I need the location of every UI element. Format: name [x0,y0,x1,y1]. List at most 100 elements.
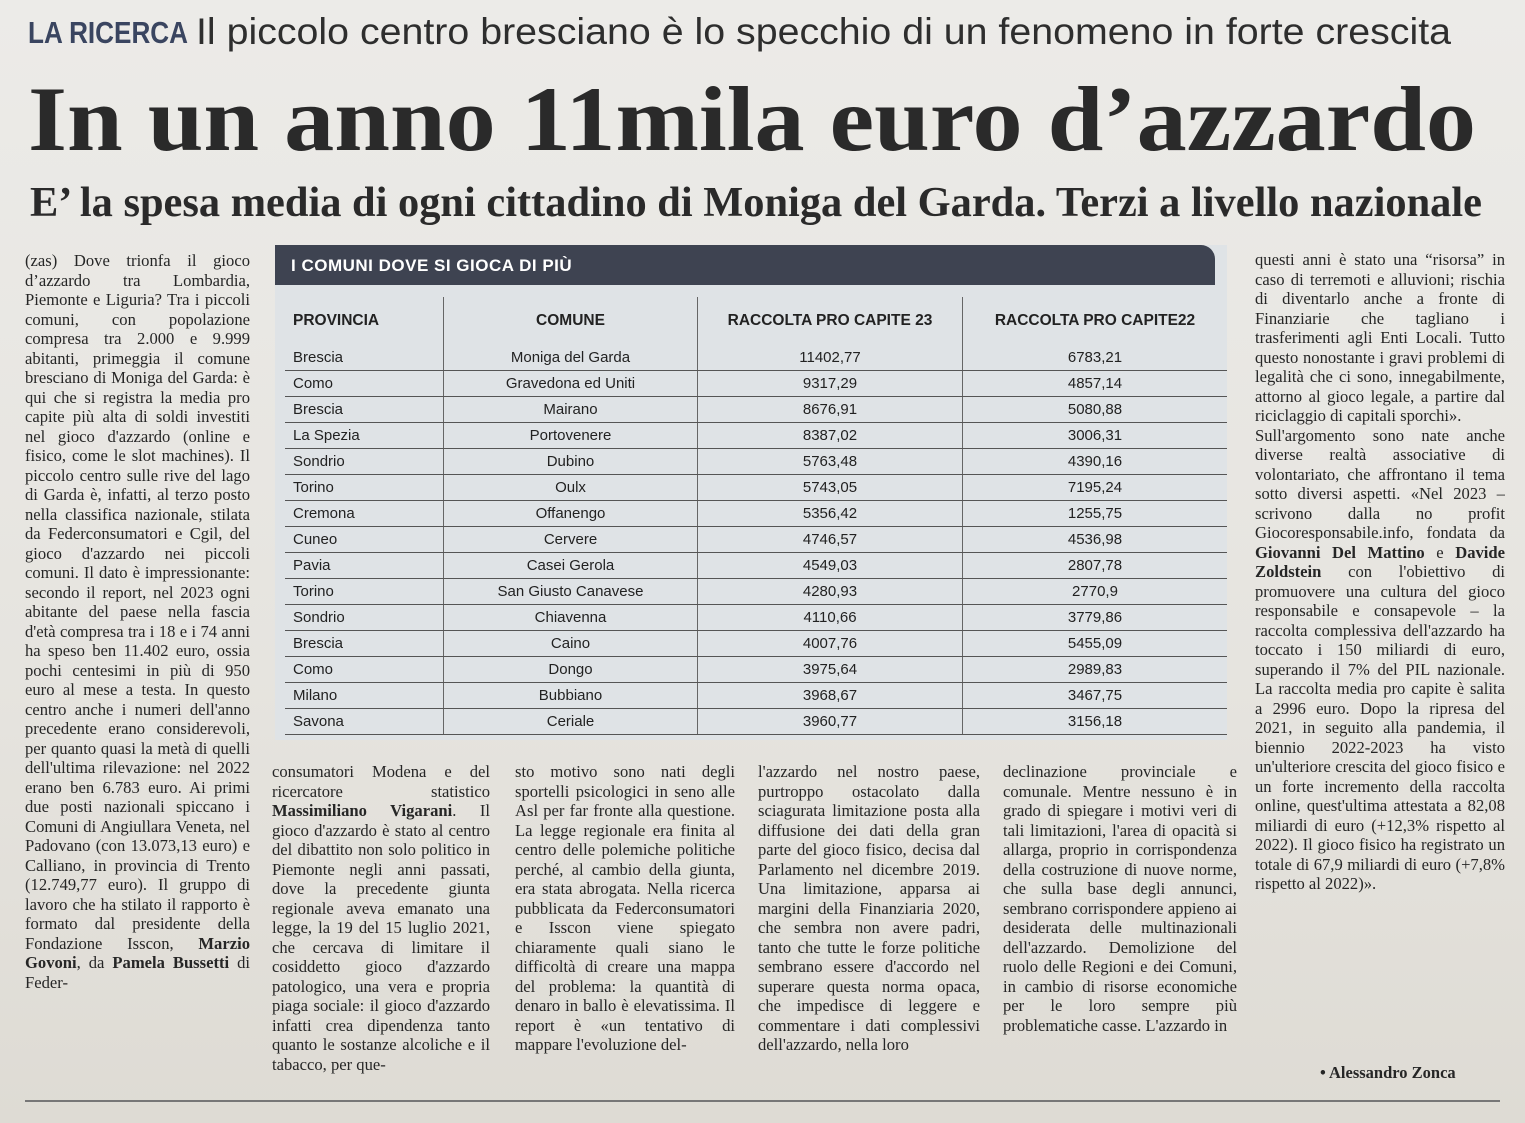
column-header: RACCOLTA PRO CAPITE 23 [697,297,963,345]
paragraph: declinazione provinciale e comunale. Men… [1003,762,1237,1035]
text-run: l'azzardo nel nostro paese, purtroppo os… [758,762,980,1054]
table-row: Savona Ceriale 3960,77 3156,18 [285,708,1227,735]
name-run: Giovanni Del Mattino [1255,542,1425,562]
table-cell: Gravedona ed Uniti [443,370,698,397]
table-row: Brescia Caino 4007,76 5455,09 [285,630,1227,657]
column-header: RACCOLTA PRO CAPITE22 [994,312,1196,329]
table-cell: Dongo [443,656,698,683]
text-run: questi anni è stato una “risorsa” in cas… [1255,250,1505,425]
table-cell: Como [285,656,444,683]
headline-block: LA RICERCA Il piccolo centro bresciano è… [28,11,1482,226]
table-cell: 3968,67 [697,682,963,709]
kicker: LA RICERCA [28,15,188,50]
table-row: Como Gravedona ed Uniti 9317,29 4857,14 [285,370,1227,397]
table-row: Brescia Moniga del Garda 11402,77 6783,21 [285,345,1227,371]
table-row: La Spezia Portovenere 8387,02 3006,31 [285,422,1227,449]
table-cell: 8676,91 [697,396,963,423]
paragraph: (zas) Dove trionfa il gioco d’azzardo tr… [25,251,250,992]
table-cell: 1255,75 [962,500,1227,527]
table-cell: 4390,16 [962,448,1227,475]
text-column: consumatori Modena e del ricercatore sta… [272,762,490,1078]
table-cell: 3006,31 [962,422,1227,449]
paragraph: l'azzardo nel nostro paese, purtroppo os… [758,762,980,1055]
paragraph: sto motivo sono nati degli sportelli psi… [515,762,735,1055]
name-run: Pamela Bussetti [112,953,230,972]
table-cell: Portovenere [443,422,698,449]
table-row: Torino San Giusto Canavese 4280,93 2770,9 [285,578,1227,605]
paragraph: questi anni è stato una “risorsa” in cas… [1255,250,1505,426]
table-row: Sondrio Chiavenna 4110,66 3779,86 [285,604,1227,631]
paragraph: consumatori Modena e del ricercatore sta… [272,762,490,1074]
table-cell: 2770,9 [962,578,1227,605]
table-cell: Oulx [443,474,698,501]
table-cell: 3975,64 [697,656,963,683]
text-run: declinazione provinciale e comunale. Men… [1003,762,1237,1035]
text-column: declinazione provinciale e comunale. Men… [1003,762,1237,1078]
table-cell: Cuneo [285,526,444,553]
table-cell: Offanengo [443,500,698,527]
table-cell: Pavia [285,552,444,579]
table-cell: Cervere [443,526,698,553]
bottom-rule [25,1100,1500,1102]
table-cell: 6783,21 [962,345,1227,371]
table-cell: Como [285,370,444,397]
table-row: Cuneo Cervere 4746,57 4536,98 [285,526,1227,553]
table-cell: Mairano [443,396,698,423]
table-cell: 5743,05 [697,474,963,501]
table-cell: Moniga del Garda [443,345,698,371]
table-cell: 4857,14 [962,370,1227,397]
table-cell: 3156,18 [962,708,1227,735]
table-cell: 5763,48 [697,448,963,475]
text-run: . Il gioco d'azzardo è stato al centro d… [272,801,490,1074]
text-column: sto motivo sono nati degli sportelli psi… [515,762,735,1078]
table-cell: Brescia [285,345,444,371]
table-cell: 4280,93 [697,578,963,605]
signature: • Alessandro Zonca [1320,1063,1456,1082]
table-cell: Caino [443,630,698,657]
text-run: , da [76,953,113,972]
text-run: (zas) Dove trionfa il gioco d’azzardo tr… [25,251,250,953]
table-cell: 5455,09 [962,630,1227,657]
text-column: questi anni è stato una “risorsa” in cas… [1255,250,1505,1062]
table-cell: 3467,75 [962,682,1227,709]
table-cell: 3779,86 [962,604,1227,631]
table-cell: Chiavenna [443,604,698,631]
table-cell: 8387,02 [697,422,963,449]
text-run: di Feder- [25,953,250,992]
title: In un anno 11mila euro d’azzardo [28,68,1476,170]
table-cell: 4549,03 [697,552,963,579]
table-cell: 4110,66 [697,604,963,631]
table-cell: 4536,98 [962,526,1227,553]
table-row: Pavia Casei Gerola 4549,03 2807,78 [285,552,1227,579]
table-title: I COMUNI DOVE SI GIOCA DI PIÙ [275,245,1215,285]
table-cell: 4746,57 [697,526,963,553]
table-cell: 2989,83 [962,656,1227,683]
table-cell: 9317,29 [697,370,963,397]
table-cell: Casei Gerola [443,552,698,579]
table-cell: Dubino [443,448,698,475]
column-header: COMUNE [443,297,698,345]
table-body: Brescia Moniga del Garda 11402,77 6783,21 Co… [285,345,1227,735]
table-row: Milano Bubbiano 3968,67 3467,75 [285,682,1227,709]
table-cell: Milano [285,682,444,709]
text-run: sto motivo sono nati degli sportelli psi… [515,762,735,1054]
table-cell: 5356,42 [697,500,963,527]
table-row: Cremona Offanengo 5356,42 1255,75 [285,500,1227,527]
text-column: l'azzardo nel nostro paese, purtroppo os… [758,762,980,1078]
table-row: Brescia Mairano 8676,91 5080,88 [285,396,1227,423]
text-run: con l'obiettivo di promuovere una cultur… [1255,562,1505,893]
data-table: PROVINCIA COMUNE RACCOLTA PRO CAPITE 23 RAC… [285,297,1227,735]
paragraph: Sull'argomento sono nate anche diverse r… [1255,426,1505,894]
subtitle: E’ la spesa media di ogni cittadino di M… [30,180,1482,226]
name-run: Marzio Govoni [25,933,250,973]
table-cell: Ceriale [443,708,698,735]
header-row: PROVINCIA COMUNE RACCOLTA PRO CAPITE 23 RAC… [285,297,1227,345]
table-cell: 4007,76 [697,630,963,657]
text-run: consumatori Modena e del ricercatore sta… [272,762,490,801]
text-column: (zas) Dove trionfa il gioco d’azzardo tr… [25,251,250,1071]
table-cell: 11402,77 [697,345,963,371]
table-cell: 2807,78 [962,552,1227,579]
table-row: Torino Oulx 5743,05 7195,24 [285,474,1227,501]
